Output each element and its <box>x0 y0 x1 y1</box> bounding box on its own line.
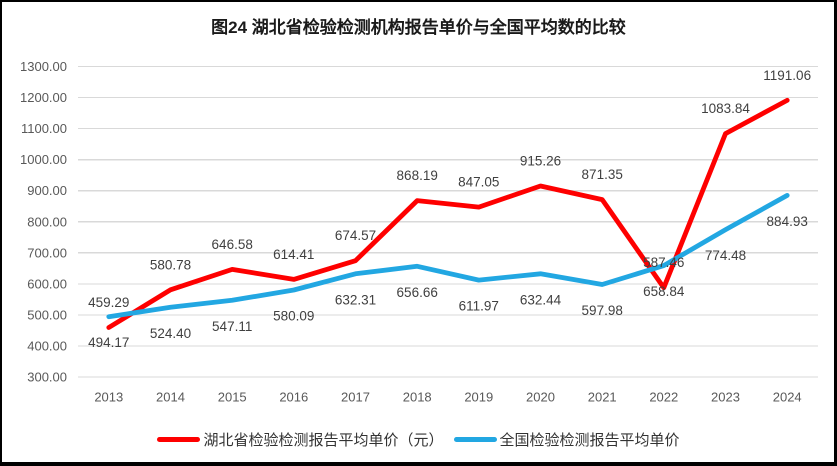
blue-line-swatch-icon <box>453 437 497 442</box>
x-axis-tick-label: 2017 <box>341 390 370 405</box>
series-line-0 <box>106 97 790 330</box>
y-axis-tick-label: 1100.00 <box>21 121 67 136</box>
data-label-series-1: 658.84 <box>643 284 685 299</box>
data-label-series-1: 547.11 <box>212 319 252 334</box>
x-axis-tick-label: 2019 <box>464 390 493 405</box>
data-label-series-1: 884.93 <box>767 214 808 229</box>
data-label-series-0: 1191.06 <box>763 68 811 83</box>
y-axis-tick-label: 1000.00 <box>20 152 67 167</box>
data-label-series-0: 868.19 <box>397 168 438 183</box>
x-axis-tick-label: 2013 <box>94 390 123 405</box>
x-axis-tick-label: 2020 <box>526 390 555 405</box>
x-axis-tick-label: 2018 <box>403 390 432 405</box>
data-label-series-0: 587.46 <box>643 255 684 270</box>
x-axis-tick-label: 2014 <box>156 390 185 405</box>
data-label-series-0: 580.78 <box>150 257 191 272</box>
data-label-series-0: 674.57 <box>335 228 376 243</box>
legend-item-hubei: 湖北省检验检测报告平均单价（元） <box>157 429 444 450</box>
y-axis-tick-label: 300.00 <box>27 370 67 385</box>
data-label-series-0: 614.41 <box>273 247 314 262</box>
data-label-series-0: 915.26 <box>520 154 561 169</box>
legend-label-hubei: 湖北省检验检测报告平均单价（元） <box>203 432 444 449</box>
y-axis-tick-label: 800.00 <box>27 214 67 229</box>
x-axis-tick-label: 2023 <box>711 390 740 405</box>
data-label-series-0: 847.05 <box>458 175 499 190</box>
series-line-1 <box>106 192 790 320</box>
chart-legend: 湖北省检验检测报告平均单价（元） 全国检验检测报告平均单价 <box>0 429 837 450</box>
data-label-series-1: 632.44 <box>520 292 562 307</box>
red-line-swatch-icon <box>157 437 201 442</box>
y-axis-tick-label: 500.00 <box>27 307 67 322</box>
data-label-series-0: 871.35 <box>582 167 623 182</box>
data-label-series-1: 774.48 <box>705 248 746 263</box>
y-axis-tick-label: 700.00 <box>27 245 67 260</box>
chart-title: 图24 湖北省检验检测机构报告单价与全国平均数的比较 <box>211 18 626 37</box>
y-axis-tick-label: 900.00 <box>27 183 67 198</box>
data-label-series-0: 1083.84 <box>701 101 750 116</box>
legend-item-national: 全国检验检测报告平均单价 <box>453 429 680 450</box>
data-label-series-0: 459.29 <box>88 295 129 310</box>
y-axis-tick-label: 1300.00 <box>20 59 67 74</box>
x-axis-tick-label: 2015 <box>218 390 247 405</box>
data-label-series-1: 524.40 <box>150 326 191 341</box>
data-label-series-0: 646.58 <box>212 237 253 252</box>
y-axis-tick-label: 600.00 <box>27 276 67 291</box>
data-label-series-1: 611.97 <box>459 299 499 314</box>
x-axis-tick-label: 2016 <box>279 390 308 405</box>
data-label-series-1: 580.09 <box>273 309 314 324</box>
data-label-series-1: 597.98 <box>582 303 623 318</box>
x-axis-tick-label: 2024 <box>773 390 802 405</box>
x-axis-tick-label: 2022 <box>649 390 678 405</box>
data-label-series-1: 494.17 <box>88 335 129 350</box>
legend-label-national: 全国检验检测报告平均单价 <box>499 432 680 449</box>
data-label-series-1: 656.66 <box>397 285 438 300</box>
y-axis-tick-label: 400.00 <box>27 338 67 353</box>
data-label-series-1: 632.31 <box>335 292 376 307</box>
x-axis-tick-label: 2021 <box>588 390 617 405</box>
y-axis-tick-label: 1200.00 <box>20 90 67 105</box>
